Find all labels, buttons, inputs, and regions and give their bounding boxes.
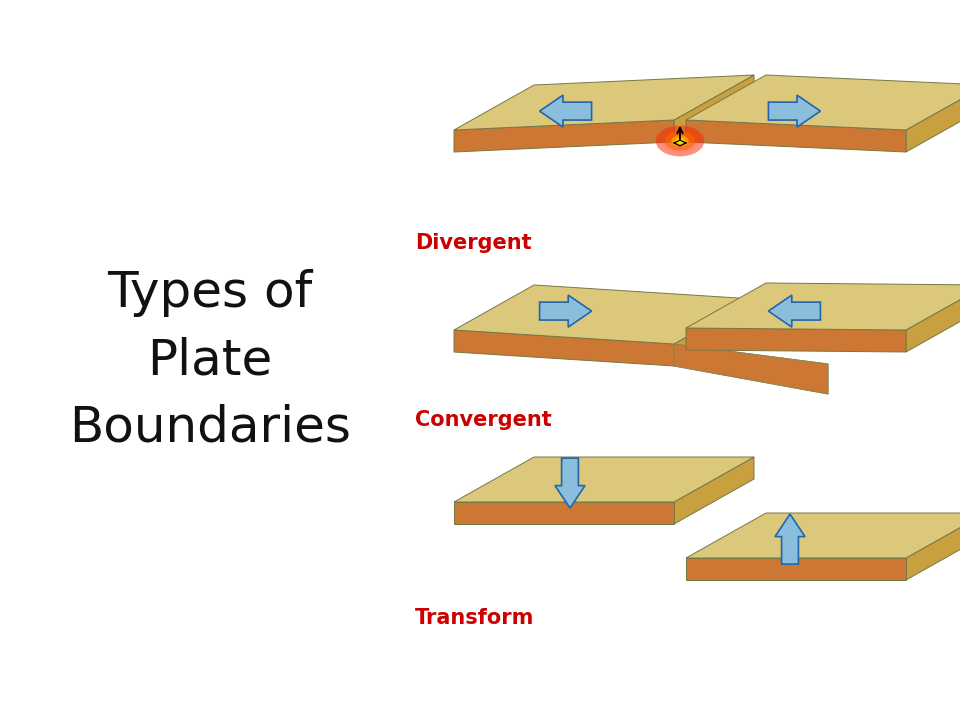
Text: Types of
Plate
Boundaries: Types of Plate Boundaries: [69, 269, 351, 451]
Polygon shape: [674, 344, 828, 394]
Text: Convergent: Convergent: [415, 410, 552, 430]
Text: Divergent: Divergent: [415, 233, 532, 253]
Polygon shape: [454, 330, 674, 366]
Ellipse shape: [664, 131, 695, 150]
Polygon shape: [775, 514, 805, 564]
Polygon shape: [686, 558, 906, 580]
Ellipse shape: [671, 135, 688, 147]
Polygon shape: [906, 85, 960, 152]
Polygon shape: [555, 458, 585, 508]
Ellipse shape: [676, 138, 684, 144]
Polygon shape: [540, 295, 591, 327]
Polygon shape: [686, 120, 906, 152]
Polygon shape: [454, 502, 674, 524]
Polygon shape: [454, 457, 754, 502]
Polygon shape: [454, 120, 674, 152]
Text: Transform: Transform: [415, 608, 535, 628]
Polygon shape: [674, 75, 754, 142]
Polygon shape: [768, 295, 821, 327]
Polygon shape: [686, 75, 960, 130]
Polygon shape: [768, 95, 821, 127]
Polygon shape: [454, 75, 754, 130]
Polygon shape: [674, 457, 754, 524]
Polygon shape: [906, 513, 960, 580]
Polygon shape: [674, 344, 828, 394]
Polygon shape: [686, 513, 960, 558]
Ellipse shape: [656, 125, 705, 156]
Polygon shape: [454, 285, 754, 344]
Polygon shape: [906, 285, 960, 352]
Polygon shape: [540, 95, 591, 127]
Polygon shape: [674, 299, 754, 366]
Polygon shape: [686, 283, 960, 330]
Polygon shape: [686, 328, 906, 352]
